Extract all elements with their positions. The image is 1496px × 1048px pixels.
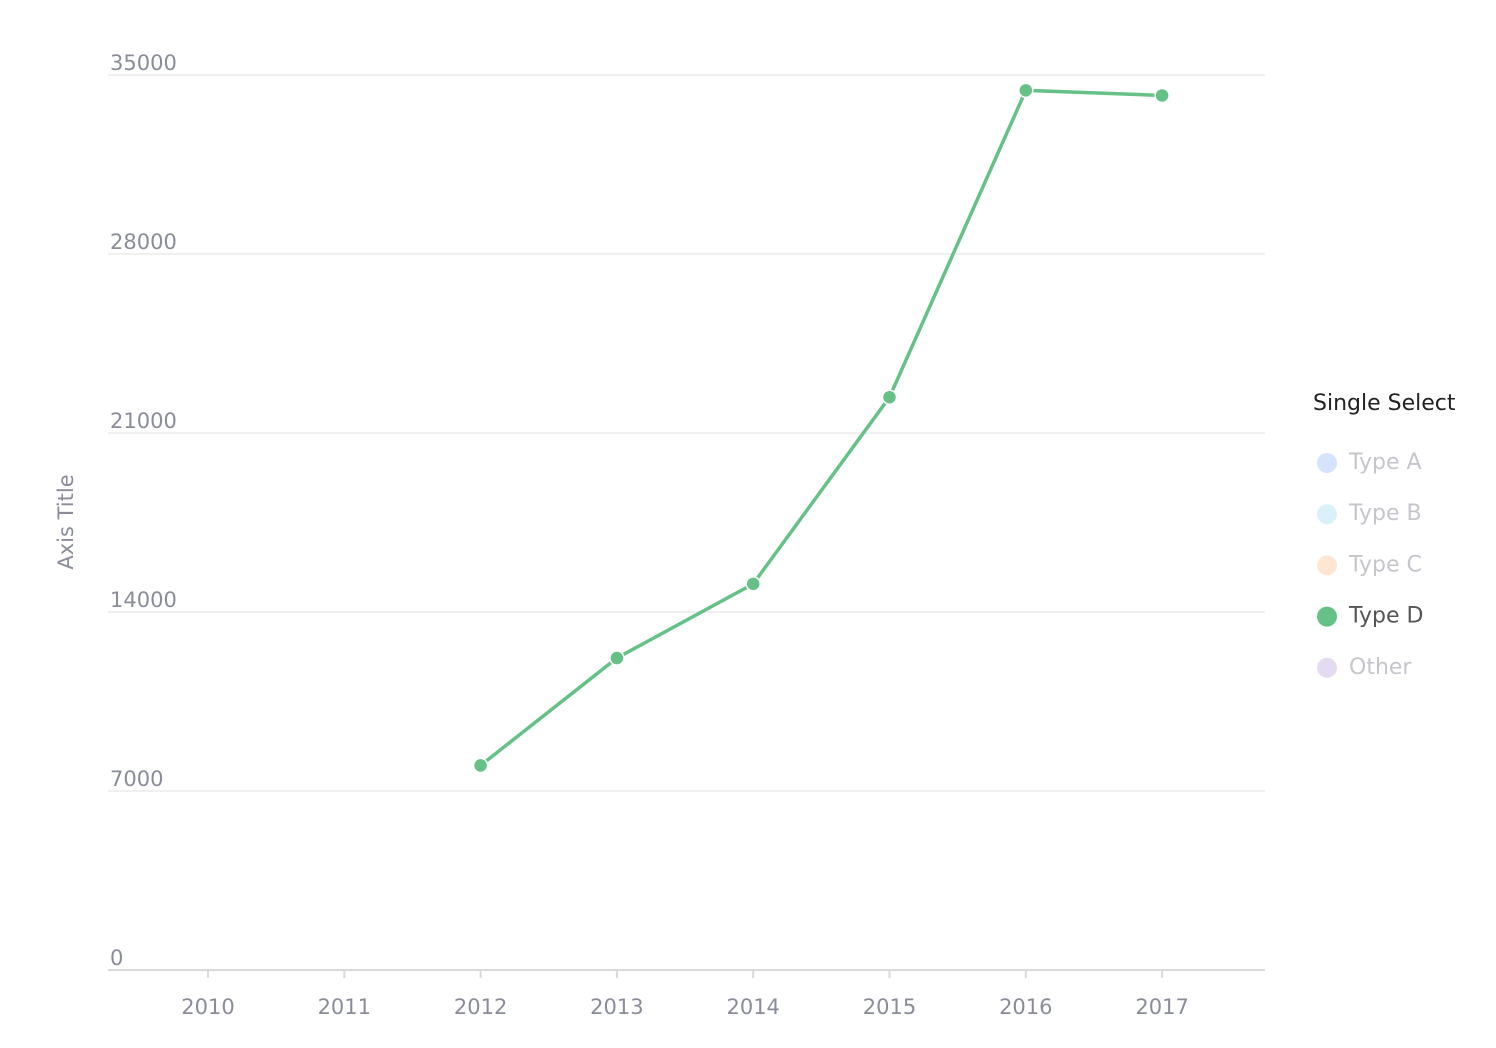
x-tick-label: 2015 <box>863 995 916 1019</box>
point <box>1154 87 1170 104</box>
legend-label[interactable]: Type A <box>1348 450 1422 475</box>
legend-label[interactable]: Type B <box>1348 501 1422 526</box>
legend-title: Single Select <box>1313 391 1456 416</box>
legend-marker[interactable] <box>1317 555 1337 576</box>
x-tick-label: 2017 <box>1135 995 1188 1019</box>
x-tick-label: 2010 <box>181 995 234 1019</box>
point <box>472 757 489 774</box>
y-tick-label: 35000 <box>110 51 177 75</box>
x-tick-label: 2013 <box>590 995 643 1019</box>
y-axis-title: Axis Title <box>54 474 78 569</box>
y-tick-label: 0 <box>110 946 123 970</box>
point <box>1018 82 1034 99</box>
legend-label[interactable]: Type D <box>1348 604 1423 629</box>
x-tick-label: 2011 <box>318 995 371 1019</box>
y-tick-label: 7000 <box>110 767 163 791</box>
legend-label[interactable]: Other <box>1349 655 1412 680</box>
legend-label[interactable]: Type C <box>1348 552 1422 577</box>
x-tick-label: 2012 <box>454 995 507 1019</box>
y-tick-label: 21000 <box>110 409 177 433</box>
point <box>609 650 625 666</box>
legend-marker[interactable] <box>1317 504 1337 525</box>
point <box>881 389 898 405</box>
legend-marker[interactable] <box>1317 657 1337 678</box>
legend-marker[interactable] <box>1317 453 1337 473</box>
x-tick-label: 2016 <box>999 995 1052 1019</box>
y-tick-label: 28000 <box>110 230 177 254</box>
point <box>745 576 761 592</box>
line <box>479 88 1163 767</box>
legend-marker[interactable] <box>1317 606 1337 627</box>
x-tick-label: 2014 <box>726 995 779 1019</box>
y-tick-label: 14000 <box>110 588 177 612</box>
